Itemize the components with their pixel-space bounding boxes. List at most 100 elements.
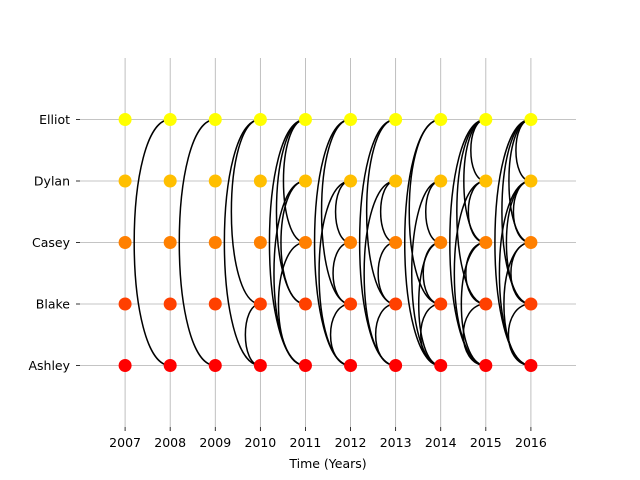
- data-point: [163, 359, 177, 372]
- data-point: [344, 297, 358, 311]
- link-arc: [332, 241, 351, 305]
- data-point: [524, 297, 538, 311]
- link-arc: [422, 241, 441, 305]
- data-point: [524, 236, 538, 249]
- data-point: [118, 174, 132, 188]
- data-point: [163, 236, 177, 249]
- y-axis-ticks: Ashley Blake Casey Dylan Elliot: [28, 112, 80, 373]
- y-tick-label: Blake: [36, 297, 71, 312]
- data-point: [434, 297, 448, 311]
- x-tick-label: 2012: [335, 435, 367, 450]
- link-arc: [223, 118, 261, 367]
- data-point: [208, 236, 222, 249]
- link-arc: [377, 241, 396, 305]
- data-point: [118, 359, 132, 372]
- data-point: [434, 359, 448, 372]
- link-arc: [507, 303, 531, 367]
- link-arc: [456, 118, 486, 305]
- link-arc: [244, 303, 261, 367]
- data-point: [298, 174, 312, 188]
- data-point: [253, 113, 267, 126]
- link-arc: [329, 303, 351, 367]
- link-arc: [453, 180, 486, 367]
- data-point: [163, 174, 177, 188]
- data-point: [479, 174, 493, 188]
- data-point: [298, 236, 312, 249]
- link-arc: [467, 180, 486, 244]
- data-point: [434, 113, 448, 126]
- link-arc: [417, 241, 441, 367]
- y-tick-label: Elliot: [39, 112, 70, 127]
- data-point: [253, 359, 267, 372]
- link-arc: [363, 180, 396, 367]
- data-point: [298, 359, 312, 372]
- y-tick-label: Casey: [32, 235, 71, 250]
- link-arc: [465, 241, 486, 305]
- x-tick-label: 2010: [244, 435, 276, 450]
- data-point: [208, 113, 222, 126]
- data-point: [118, 236, 132, 249]
- link-arc: [273, 180, 306, 367]
- data-point: [298, 297, 312, 311]
- x-tick-label: 2009: [199, 435, 231, 450]
- data-point: [298, 113, 312, 126]
- data-point: [389, 236, 403, 249]
- data-point: [524, 359, 538, 372]
- data-point: [118, 297, 132, 311]
- link-arc: [420, 303, 441, 367]
- data-point: [524, 113, 538, 126]
- data-point: [253, 174, 267, 188]
- data-point: [208, 174, 222, 188]
- link-arc: [133, 118, 171, 367]
- link-arc: [510, 241, 531, 305]
- x-axis-ticks: 2007 2008 2009 2010 2011 2012 2013 2014 2015 2016: [109, 427, 547, 450]
- data-point: [434, 174, 448, 188]
- link-arc: [380, 180, 396, 244]
- data-point: [253, 297, 267, 311]
- data-point: [389, 359, 403, 372]
- data-points: [118, 113, 538, 372]
- x-axis-title: Time (Years): [288, 456, 366, 471]
- x-tick-label: 2016: [515, 435, 547, 450]
- link-arc: [230, 118, 261, 305]
- data-point: [253, 236, 267, 249]
- data-point: [389, 297, 403, 311]
- link-arc: [178, 118, 216, 367]
- link-arc: [334, 180, 351, 244]
- data-point: [479, 113, 493, 126]
- data-point: [344, 236, 358, 249]
- link-arc: [280, 180, 306, 305]
- x-tick-label: 2007: [109, 435, 141, 450]
- x-tick-label: 2011: [290, 435, 322, 450]
- data-point: [479, 297, 493, 311]
- data-point: [208, 297, 222, 311]
- data-point: [163, 113, 177, 126]
- data-point: [389, 174, 403, 188]
- link-arc: [460, 241, 486, 367]
- link-arc: [282, 118, 306, 244]
- link-arc: [411, 180, 441, 367]
- data-point: [479, 236, 493, 249]
- link-arc: [425, 180, 441, 244]
- y-tick-label: Dylan: [34, 174, 70, 189]
- arcs: [133, 118, 532, 367]
- link-arc: [512, 180, 532, 244]
- data-point: [434, 236, 448, 249]
- link-arc: [375, 303, 396, 367]
- data-point: [344, 359, 358, 372]
- x-tick-label: 2008: [154, 435, 186, 450]
- data-point: [163, 297, 177, 311]
- link-arc: [462, 303, 486, 367]
- link-arc: [277, 241, 306, 367]
- data-point: [344, 174, 358, 188]
- x-tick-label: 2013: [380, 435, 412, 450]
- link-arc: [318, 180, 351, 367]
- x-tick-label: 2014: [425, 435, 457, 450]
- data-point: [479, 359, 493, 372]
- data-point: [524, 174, 538, 188]
- data-point: [389, 113, 403, 126]
- link-arc: [408, 118, 441, 305]
- data-point: [344, 113, 358, 126]
- y-tick-label: Ashley: [28, 358, 70, 373]
